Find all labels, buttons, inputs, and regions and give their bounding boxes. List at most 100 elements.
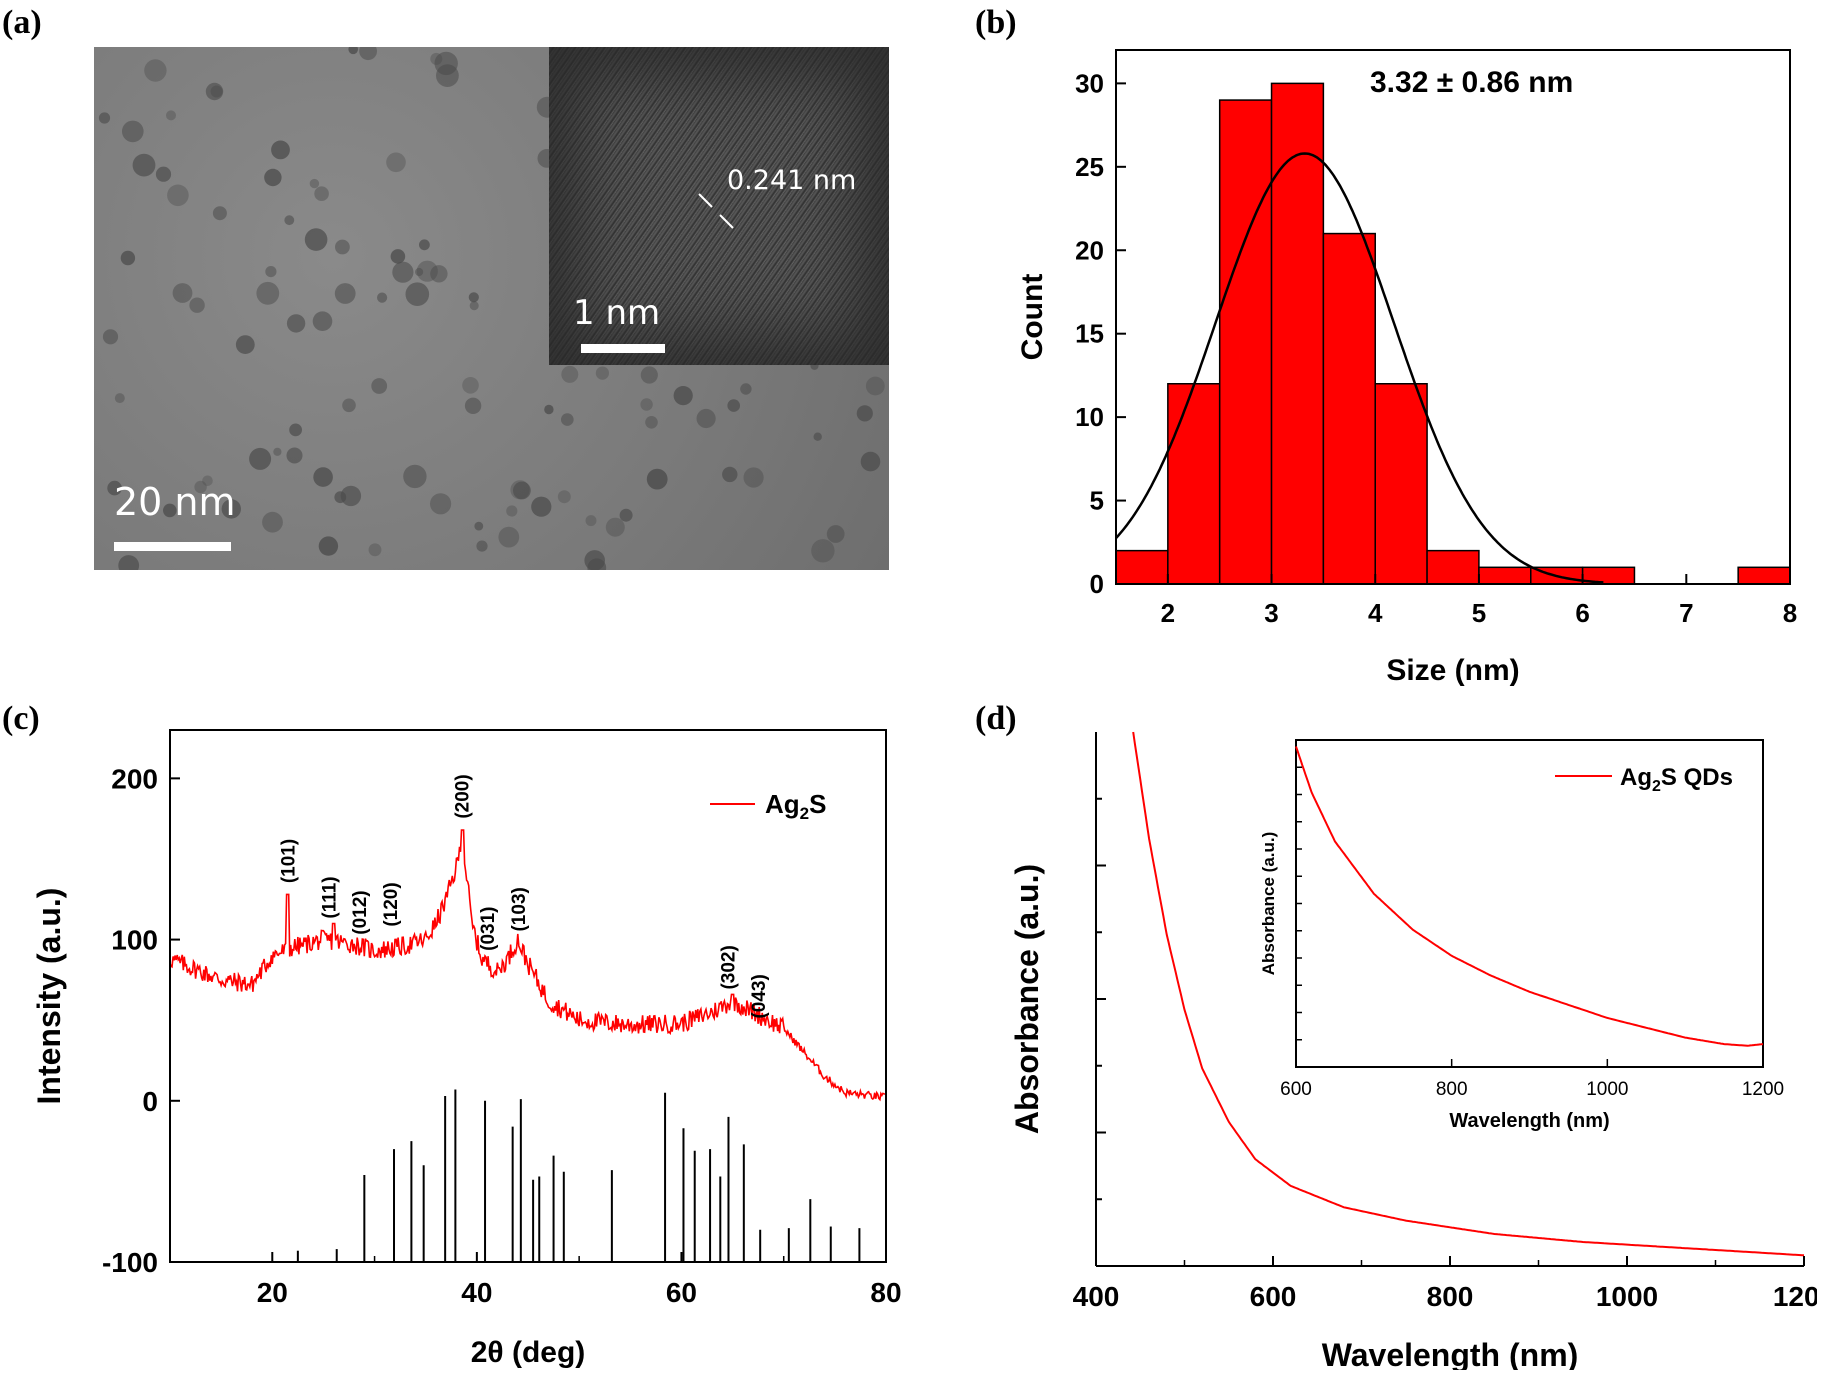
nanoparticle	[696, 408, 716, 429]
inset-x-tick-label: 600	[1280, 1079, 1312, 1100]
nanoparticle	[419, 239, 430, 251]
absorbance-series-line	[1132, 731, 1805, 1257]
nanoparticle	[727, 399, 740, 412]
x-tick-label: 20	[257, 1277, 288, 1308]
nanoparticle	[544, 404, 554, 415]
main-scale-bar	[114, 542, 231, 551]
inset-y-axis-label: Absorbance (a.u.)	[1259, 832, 1278, 976]
peak-label: (012)	[350, 890, 371, 934]
nanoparticle	[646, 468, 668, 490]
y-tick-label: -100	[102, 1247, 158, 1278]
nanoparticle	[202, 475, 213, 487]
nanoparticle	[640, 398, 653, 411]
nanoparticle	[430, 265, 448, 283]
x-tick-label: 3	[1264, 598, 1278, 628]
main-scale-label: 20 nm	[114, 480, 236, 524]
nanoparticle	[172, 283, 193, 303]
histogram-bar	[1115, 549, 1169, 585]
nanoparticle	[722, 466, 738, 483]
nanoparticle	[221, 499, 241, 519]
nanoparticle	[249, 447, 272, 470]
nanoparticle	[107, 480, 122, 496]
nanoparticle	[335, 239, 350, 255]
nanoparticle	[860, 451, 881, 472]
nanoparticle	[289, 423, 302, 437]
legend-label: Ag2S	[765, 789, 826, 823]
nanoparticle	[584, 550, 605, 570]
nanoparticle	[304, 228, 328, 251]
nanoparticle	[348, 47, 358, 55]
x-tick-label: 600	[1250, 1281, 1297, 1312]
histogram-bar	[1737, 566, 1791, 585]
nanoparticle	[342, 398, 356, 413]
x-axis-label: 2θ (deg)	[471, 1336, 586, 1369]
nanoparticle-dots	[98, 47, 885, 570]
histogram-bar	[1270, 82, 1325, 585]
y-tick-label: 10	[1075, 402, 1104, 432]
nanoparticle	[340, 485, 362, 507]
nanoparticle	[155, 166, 172, 182]
y-tick-label: 0	[1090, 569, 1104, 599]
x-tick-label: 1200	[1773, 1281, 1817, 1312]
y-tick-label: 20	[1075, 235, 1104, 265]
panel-label-c: (c)	[2, 700, 40, 737]
x-tick-label: 40	[461, 1277, 492, 1308]
nanoparticle	[434, 51, 458, 76]
histogram-bar	[1322, 232, 1376, 585]
nanoparticle	[286, 447, 303, 464]
peak-label: (302)	[718, 945, 739, 989]
x-axis-label: Size (nm)	[1386, 654, 1519, 687]
x-tick-label: 60	[666, 1277, 697, 1308]
inset-x-axis-label: Wavelength (nm)	[1449, 1110, 1609, 1132]
histogram-bar	[1478, 566, 1532, 585]
histogram-bar	[1374, 383, 1428, 585]
nanoparticle	[506, 505, 518, 517]
xrd-series-line	[169, 829, 887, 1102]
nanoparticle	[462, 377, 479, 394]
nanoparticle	[865, 376, 885, 396]
tem-micrograph: 0.241 nm 1 nm 20 nm	[94, 47, 889, 570]
x-tick-label: 800	[1427, 1281, 1474, 1312]
inset-x-tick-label: 800	[1436, 1079, 1468, 1100]
nanoparticle	[118, 555, 140, 570]
x-tick-label: 2	[1161, 598, 1175, 628]
nanoparticle	[194, 480, 207, 494]
nanoparticle	[640, 366, 658, 384]
nanoparticle	[469, 301, 479, 311]
y-tick-label: 25	[1075, 152, 1104, 182]
panel-label-b: (b)	[975, 4, 1017, 41]
nanoparticle	[262, 511, 283, 533]
nanoparticle	[392, 261, 414, 283]
nanoparticle	[513, 481, 531, 500]
y-tick-label: 30	[1075, 68, 1104, 98]
inset-x-tick-label: 1200	[1742, 1079, 1784, 1100]
nanoparticle	[271, 140, 290, 160]
y-axis-label: Intensity (a.u.)	[31, 888, 67, 1105]
y-axis-label: Count	[1016, 274, 1049, 361]
nanoparticle	[813, 432, 822, 441]
nanoparticle	[273, 447, 282, 456]
nanoparticle	[286, 314, 306, 333]
histogram-bar	[1218, 99, 1273, 585]
nanoparticle	[144, 59, 167, 82]
lattice-spacing-label: 0.241 nm	[727, 165, 857, 196]
nanoparticle	[561, 365, 579, 383]
x-tick-label: 1000	[1596, 1281, 1658, 1312]
nanoparticle	[235, 335, 255, 354]
nanoparticle	[359, 47, 377, 61]
nanoparticle	[166, 110, 176, 121]
plot-frame	[169, 729, 887, 1263]
nanoparticle	[403, 464, 427, 489]
nanoparticle	[120, 250, 136, 266]
nanoparticle	[98, 112, 111, 124]
nanoparticle	[561, 413, 574, 426]
nanoparticle	[265, 266, 277, 278]
y-tick-label: 5	[1090, 486, 1104, 516]
nanoparticle	[476, 540, 488, 552]
nanoparticle	[605, 517, 625, 537]
x-tick-label: 80	[870, 1277, 901, 1308]
nanoparticle	[856, 405, 873, 422]
x-tick-label: 8	[1783, 598, 1797, 628]
nanoparticle	[468, 292, 479, 303]
x-tick-label: 7	[1679, 598, 1693, 628]
